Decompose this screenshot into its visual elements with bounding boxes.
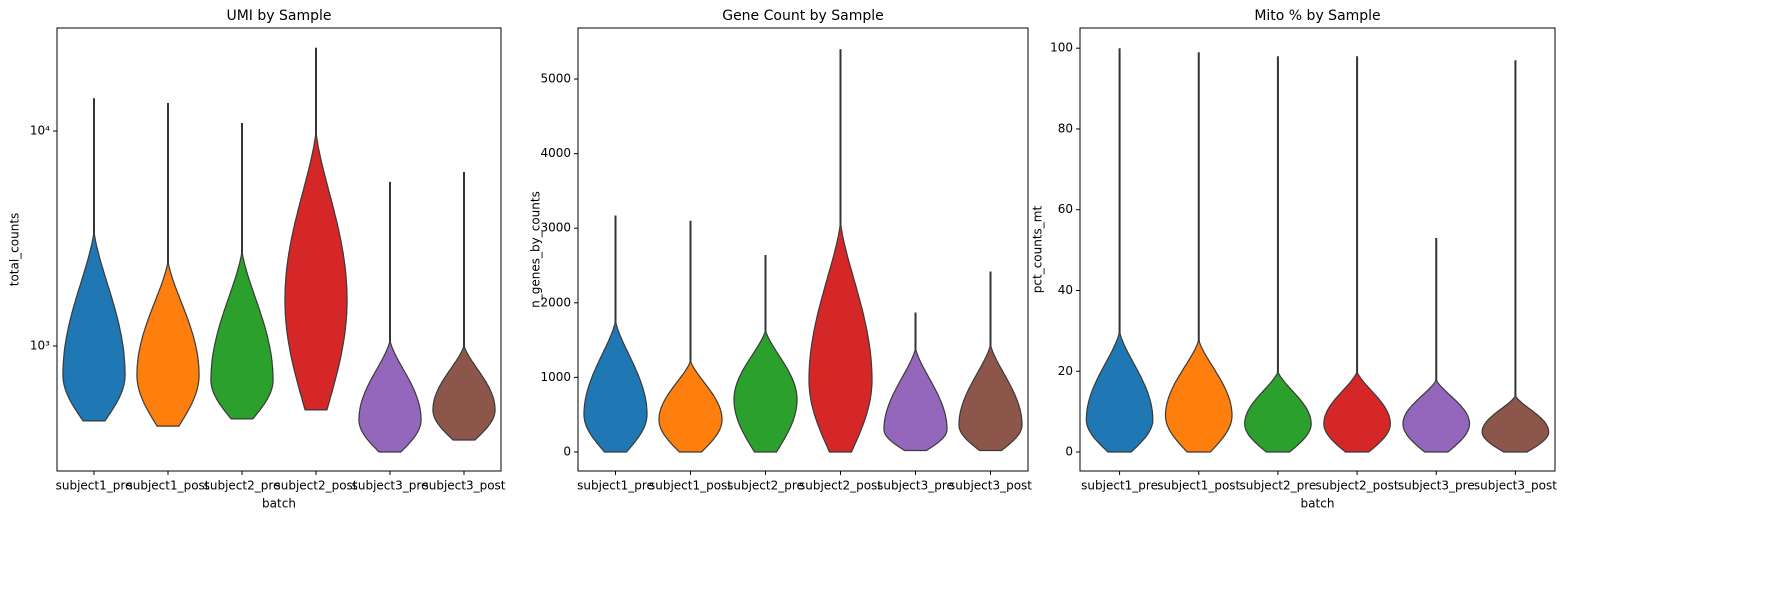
x-tick-label: subject2_pre xyxy=(204,479,281,493)
x-tick-label: subject1_pre xyxy=(1081,479,1158,493)
violin xyxy=(733,329,798,453)
x-tick-label: subject3_post xyxy=(949,479,1032,493)
x-tick-label: subject2_post xyxy=(1316,479,1399,493)
y-tick-label: 0 xyxy=(1065,445,1073,459)
x-tick-label: subject2_post xyxy=(274,479,357,493)
panel-title: Gene Count by Sample xyxy=(722,8,884,24)
violin xyxy=(284,130,348,411)
x-tick-label: subject1_pre xyxy=(56,479,133,493)
x-tick-label: subject3_post xyxy=(1474,479,1557,493)
y-tick-label: 100 xyxy=(1050,41,1073,55)
violin xyxy=(658,360,723,453)
y-tick-label: 60 xyxy=(1058,202,1073,216)
x-tick-label: subject1_post xyxy=(126,479,209,493)
panel: Mito % by Sample 0 20 40 60 80 100 subject1_pre… xyxy=(1031,8,1558,511)
violin xyxy=(210,249,274,420)
x-tick-label: subject1_post xyxy=(1157,479,1240,493)
y-tick-label: 80 xyxy=(1058,121,1073,135)
violin xyxy=(1323,368,1391,453)
x-tick-label: subject3_post xyxy=(422,479,505,493)
x-axis-label: batch xyxy=(1301,497,1335,511)
panel: UMI by Sample 10³ 10⁴ subject1_presubject1_… xyxy=(8,8,506,511)
panel-title: Mito % by Sample xyxy=(1254,8,1380,24)
x-tick-label: subject2_post xyxy=(799,479,882,493)
x-tick-label: subject3_pre xyxy=(877,479,954,493)
x-tick-label: subject2_pre xyxy=(727,479,804,493)
y-tick-label: 2000 xyxy=(540,295,571,309)
y-axis-label: n_genes_by_counts xyxy=(529,191,543,308)
x-tick-label: subject3_pre xyxy=(352,479,429,493)
y-tick-label: 3000 xyxy=(540,221,571,235)
axes-frame xyxy=(1079,27,1556,472)
violin xyxy=(1164,338,1233,453)
y-axis-label: total_counts xyxy=(8,213,22,287)
violin xyxy=(883,347,948,452)
violin xyxy=(808,220,873,453)
y-tick-label: 0 xyxy=(563,444,571,458)
y-tick-label: 5000 xyxy=(540,72,571,86)
violin xyxy=(1481,393,1550,453)
x-axis-label: batch xyxy=(262,497,296,511)
violin xyxy=(136,260,200,427)
x-tick-label: subject1_post xyxy=(649,479,732,493)
y-tick-label: 40 xyxy=(1058,283,1073,297)
y-tick-label: 10³ xyxy=(30,338,50,352)
y-tick-label: 4000 xyxy=(540,146,571,160)
panel-title: UMI by Sample xyxy=(226,8,331,24)
violin xyxy=(958,343,1023,452)
y-tick-label: 10⁴ xyxy=(30,124,50,138)
x-tick-label: subject3_pre xyxy=(1398,479,1475,493)
y-tick-label: 1000 xyxy=(540,370,571,384)
axes-frame xyxy=(577,27,1029,472)
x-tick-label: subject1_pre xyxy=(577,479,654,493)
violin xyxy=(62,230,126,422)
violin xyxy=(583,319,648,453)
violin xyxy=(432,344,496,441)
violin xyxy=(1085,330,1154,453)
violin xyxy=(1244,368,1312,453)
panel: Gene Count by Sample 0 1000 2000 3000 4000 500… xyxy=(529,8,1033,493)
x-tick-label: subject2_pre xyxy=(1240,479,1317,493)
violin xyxy=(358,339,422,453)
axes-frame xyxy=(56,27,502,472)
y-axis-label: pct_counts_mt xyxy=(1031,205,1045,293)
violin xyxy=(1402,377,1471,453)
y-tick-label: 20 xyxy=(1058,364,1073,378)
